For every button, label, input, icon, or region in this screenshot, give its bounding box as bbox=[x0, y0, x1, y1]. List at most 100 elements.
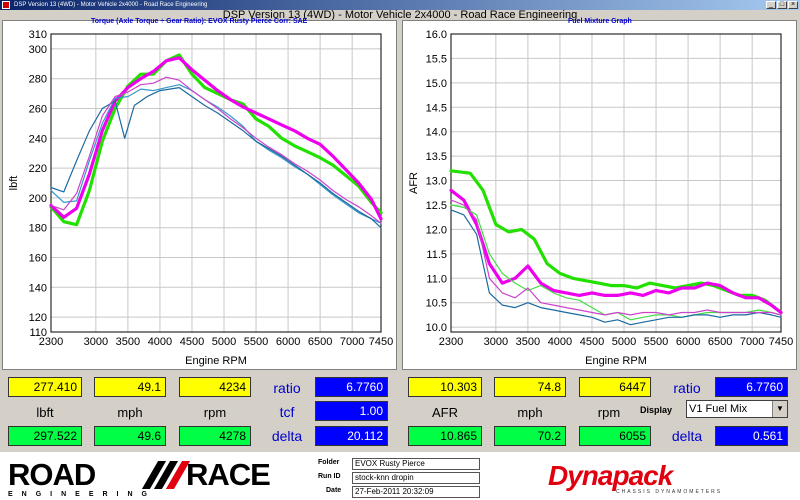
lbft-current-value: 277.410 bbox=[8, 377, 82, 397]
mph-current-value-2: 74.8 bbox=[494, 377, 566, 397]
display-select[interactable]: V1 Fuel Mix ▼ bbox=[686, 400, 788, 418]
afr-peak-value: 10.865 bbox=[408, 426, 482, 446]
x-tick-label: 5500 bbox=[244, 336, 268, 348]
series-line-4 bbox=[450, 209, 782, 326]
y-tick-label: 15.5 bbox=[426, 53, 447, 65]
rpm-current-value: 4234 bbox=[179, 377, 251, 397]
y-tick-label: 14.5 bbox=[426, 102, 447, 114]
x-tick-label: 3500 bbox=[516, 336, 540, 348]
ratio-label-2: ratio bbox=[673, 380, 701, 396]
delta-label-2: delta bbox=[671, 428, 703, 444]
lbft-peak-value: 297.522 bbox=[8, 426, 82, 446]
series-line-5 bbox=[50, 76, 382, 224]
x-tick-label: 6500 bbox=[308, 336, 332, 348]
ratio-label: ratio bbox=[273, 380, 301, 396]
delta-value: 20.112 bbox=[315, 426, 388, 446]
close-button[interactable]: × bbox=[788, 1, 798, 9]
logo-word-race: RACE bbox=[186, 457, 271, 492]
y-tick-label: 11.5 bbox=[426, 249, 447, 261]
x-tick-label: 6000 bbox=[676, 336, 700, 348]
folder-label: Folder bbox=[318, 459, 340, 466]
x-tick-label: 4000 bbox=[148, 336, 172, 348]
x-tick-label: 7450 bbox=[769, 336, 793, 348]
mph-peak-value-2: 70.2 bbox=[494, 426, 566, 446]
y-tick-label: 220 bbox=[29, 163, 47, 175]
x-tick-label: 5000 bbox=[612, 336, 636, 348]
y-axis-label: lbft bbox=[8, 176, 20, 191]
window-title: DSP Version 13 (4WD) - Motor Vehicle 2x4… bbox=[14, 2, 208, 8]
series-line-1 bbox=[49, 53, 383, 227]
runid-label: Run ID bbox=[318, 473, 341, 480]
dynapack-logo-text: Dynapack bbox=[548, 460, 673, 491]
x-tick-label: 3000 bbox=[484, 336, 508, 348]
display-label: Display bbox=[640, 405, 673, 415]
series-line-3 bbox=[50, 84, 382, 224]
y-tick-label: 180 bbox=[29, 223, 47, 235]
date-label: Date bbox=[326, 487, 342, 494]
y-tick-label: 13.0 bbox=[426, 176, 447, 188]
ratio-value[interactable]: 6.7760 bbox=[315, 377, 388, 397]
x-tick-label: 6000 bbox=[276, 336, 300, 348]
x-axis-label: Engine RPM bbox=[185, 355, 247, 367]
series-line-4 bbox=[50, 86, 382, 229]
x-tick-label: 2300 bbox=[39, 336, 63, 348]
y-tick-label: 280 bbox=[29, 74, 47, 86]
logo-subtitle: ENGINEERING bbox=[8, 491, 157, 498]
afr-current-value: 10.303 bbox=[408, 377, 482, 397]
x-tick-label: 7450 bbox=[369, 336, 393, 348]
rpm-current-value-2: 6447 bbox=[579, 377, 651, 397]
folder-value: EVOX Rusty Pierce bbox=[352, 458, 480, 470]
y-tick-label: 12.5 bbox=[426, 200, 447, 212]
x-tick-label: 4500 bbox=[580, 336, 604, 348]
y-tick-label: 11.0 bbox=[426, 273, 447, 285]
fuel-chart-subtitle: Fuel Mixture Graph bbox=[568, 18, 632, 25]
torque-chart-panel[interactable]: Torque (Axle Torque ÷ Gear Ratio): EVOX … bbox=[2, 18, 398, 371]
app-title: DSP Version 13 (4WD) - Motor Vehicle 2x4… bbox=[222, 9, 578, 21]
rpm-peak-value-2: 6055 bbox=[579, 426, 651, 446]
fuel-mixture-chart-panel[interactable]: Fuel Mixture Graph 2300 3000 3500 4000 4500 5… bbox=[402, 18, 798, 371]
series-line-5 bbox=[450, 199, 782, 316]
road-race-engineering-logo: ROAD RACE ENGINEERING bbox=[8, 457, 308, 499]
x-tick-label: 2300 bbox=[439, 336, 463, 348]
x-tick-label: 3000 bbox=[84, 336, 108, 348]
ratio-value-2[interactable]: 6.7760 bbox=[715, 377, 788, 397]
chevron-down-icon[interactable]: ▼ bbox=[772, 401, 787, 417]
y-tick-label: 110 bbox=[29, 327, 47, 339]
rpm-label-2: rpm bbox=[597, 405, 621, 420]
x-tick-label: 5500 bbox=[644, 336, 668, 348]
app-icon[interactable] bbox=[2, 1, 10, 9]
y-tick-label: 12.0 bbox=[426, 224, 447, 236]
y-tick-label: 10.5 bbox=[426, 298, 447, 310]
display-select-value: V1 Fuel Mix bbox=[689, 403, 748, 415]
x-tick-label: 3500 bbox=[116, 336, 140, 348]
logo-word-road: ROAD bbox=[8, 457, 96, 492]
series-line-2 bbox=[49, 56, 383, 221]
mph-label: mph bbox=[117, 405, 143, 420]
window-controls: _ □ × bbox=[766, 1, 798, 9]
x-tick-label: 7000 bbox=[340, 336, 364, 348]
mph-label-2: mph bbox=[517, 405, 543, 420]
mph-current-value: 49.1 bbox=[94, 377, 166, 397]
plot-frame bbox=[50, 33, 382, 333]
series-line-2 bbox=[449, 188, 783, 315]
runid-value: stock-knn dropin bbox=[352, 472, 480, 484]
delta-value-2: 0.561 bbox=[715, 426, 788, 446]
plot-frame bbox=[450, 33, 782, 333]
tcf-value[interactable]: 1.00 bbox=[315, 401, 388, 421]
maximize-button[interactable]: □ bbox=[777, 1, 787, 9]
x-tick-label: 4000 bbox=[548, 336, 572, 348]
lbft-label: lbft bbox=[36, 405, 54, 420]
rpm-peak-value: 4278 bbox=[179, 426, 251, 446]
torque-chart[interactable]: 2300 3000 3500 4000 4500 5000 5500 6000 6500 7000… bbox=[3, 21, 398, 371]
x-tick-label: 6500 bbox=[708, 336, 732, 348]
minimize-button[interactable]: _ bbox=[766, 1, 776, 9]
y-tick-label: 14.0 bbox=[426, 127, 447, 139]
torque-chart-subtitle: Torque (Axle Torque ÷ Gear Ratio): EVOX … bbox=[91, 18, 308, 25]
fuel-mixture-chart[interactable]: 2300 3000 3500 4000 4500 5000 5500 6000 6500 7000… bbox=[403, 21, 798, 371]
y-tick-label: 200 bbox=[29, 193, 47, 205]
y-tick-label: 120 bbox=[29, 312, 47, 324]
afr-label: AFR bbox=[432, 405, 458, 420]
y-tick-label: 260 bbox=[29, 104, 47, 116]
y-tick-label: 240 bbox=[29, 133, 47, 145]
x-axis-label: Engine RPM bbox=[585, 355, 647, 367]
